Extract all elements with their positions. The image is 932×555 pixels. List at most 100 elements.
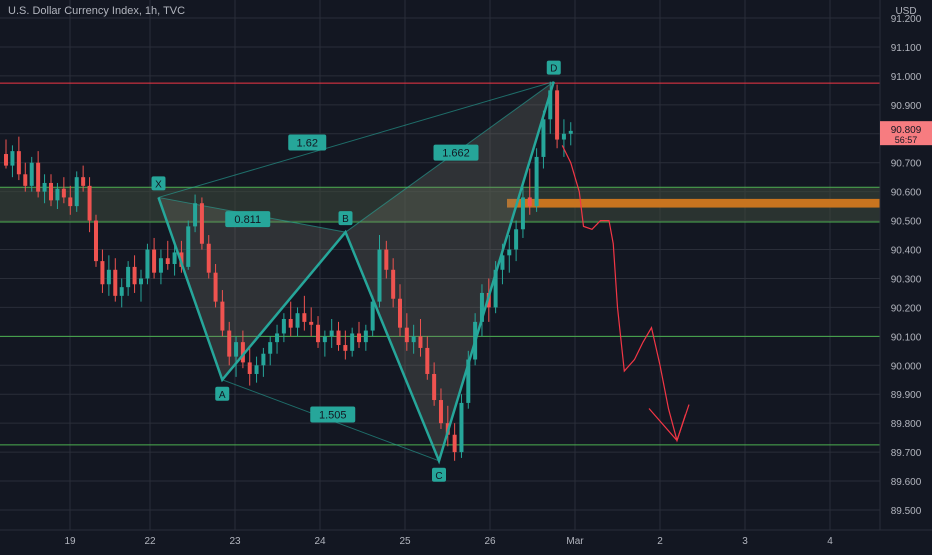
pattern-point-badge [215,386,230,401]
pattern-point-label: C [435,471,442,482]
pattern-point-badge [546,60,561,75]
candle-body [336,330,341,346]
time-tick-label: Mar [566,536,584,547]
candle-body [186,226,191,267]
orange-zone [507,198,880,208]
price-tick-label: 90.600 [891,188,922,199]
candle-body [302,313,307,322]
projection-arrow-head [648,404,690,442]
pattern-point-label: A [219,390,226,401]
candle-body [268,342,273,354]
price-tick-label: 89.800 [891,419,922,430]
candle-body [357,333,362,343]
ratio-label-badge [433,144,479,161]
candle-body [391,269,396,299]
harmonic-pattern-line [157,81,555,465]
candle-body [220,301,225,331]
candle-body [350,333,355,351]
ratio-label: 1.62 [288,134,327,151]
candle-body [425,347,430,374]
candle-body [281,318,286,334]
pattern-point-d: D [546,60,561,75]
time-tick-label: 26 [484,536,496,547]
pattern-point-b: B [338,211,353,226]
candle-body [81,177,86,186]
ratio-line-xd [158,81,554,198]
price-tick-label: 89.700 [891,448,922,459]
candle-body [514,229,519,250]
candle-body [100,261,105,285]
candle-body [74,177,79,207]
ratio-label-text: 1.62 [297,137,318,149]
price-tick-label: 89.600 [891,477,922,488]
ratio-label-badge [225,211,271,228]
price-axis [880,0,932,530]
candle-body [87,185,92,221]
time-tick-label: 25 [399,536,411,547]
candle-body [329,330,334,337]
candle-body [199,203,204,244]
price-tick-label: 90.500 [891,217,922,228]
candle-body [16,151,21,175]
ratio-label-text: 0.811 [234,214,261,226]
ratio-label: 1.662 [433,144,479,161]
candle-body [254,365,259,374]
candle-body [404,327,409,343]
candles [4,81,573,461]
ratio-label: 1.505 [310,406,356,423]
candle-body [247,362,252,374]
time-tick-label: 3 [742,536,748,547]
pattern-point-badge [151,176,166,191]
candle-body [527,197,532,207]
candle-body [541,119,546,157]
ratio-label: 0.811 [225,211,271,228]
price-tick-label: 90.000 [891,361,922,372]
candle-body [145,249,150,279]
pattern-point-label: D [550,64,557,75]
candle-body [158,258,163,273]
candle-body [193,203,198,227]
pattern-point-label: X [155,179,162,190]
candle-body [500,255,505,270]
candle-body [548,90,553,120]
candle-body [377,249,382,302]
price-tick-label: 89.900 [891,390,922,401]
candle-body [452,434,457,453]
candle-body [534,156,539,207]
candle-body [322,336,327,343]
current-price-badge-bg [880,121,932,146]
candle-body [384,249,389,270]
candle-body [36,162,41,192]
price-axis-unit: USD [895,6,916,17]
ratio-label-text: 1.662 [442,148,470,160]
ratio-label-text: 1.505 [319,409,347,421]
time-tick-label: 19 [64,536,76,547]
candle-body [418,336,423,348]
price-tick-label: 90.900 [891,101,922,112]
candle-body [29,162,34,186]
candle-body [42,182,47,192]
candle-body [206,243,211,273]
price-tick-label: 91.100 [891,43,922,54]
candle-body [4,154,8,166]
price-tick-label: 89.500 [891,506,922,517]
candle-body [227,330,232,357]
candle-body [152,249,157,273]
price-tick-label: 90.300 [891,274,922,285]
candle-body [397,298,402,328]
time-tick-label: 4 [827,536,833,547]
price-tick-label: 90.400 [891,246,922,257]
pattern-triangle-bcd [345,81,554,461]
candle-body [119,287,124,296]
pattern-point-badge [432,467,446,482]
price-tick-label: 91.200 [891,14,922,25]
current-price-value: 90.809 [891,125,922,136]
candle-body [507,249,512,256]
candle-body [309,321,314,325]
candle-body [520,197,525,230]
time-axis [0,530,932,550]
candle-body [432,373,437,401]
